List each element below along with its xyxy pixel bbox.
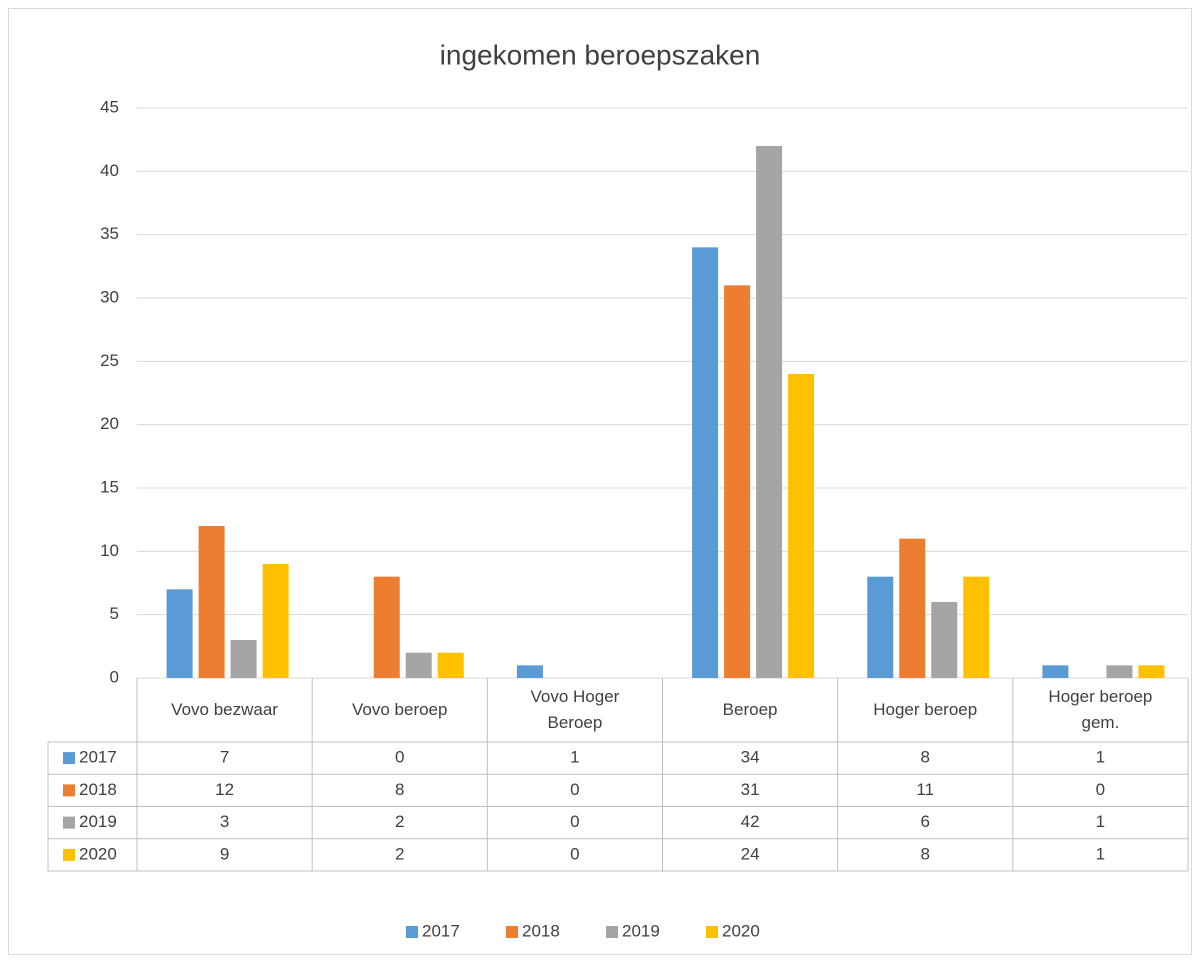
- y-tick-label: 5: [110, 604, 119, 623]
- table-legend-key: [63, 848, 75, 861]
- table-legend-key: [63, 752, 75, 765]
- table-cell: 2: [395, 844, 404, 863]
- y-tick-label: 0: [110, 667, 119, 686]
- y-tick-label: 40: [100, 161, 119, 180]
- bar: [405, 652, 432, 678]
- table-cell: 2: [395, 812, 404, 831]
- legend-key: [506, 926, 518, 938]
- table-cell: 24: [741, 844, 760, 863]
- bar: [437, 652, 464, 678]
- table-cell: 1: [570, 748, 579, 767]
- y-tick-label: 15: [100, 477, 119, 496]
- table-cell: 0: [570, 812, 579, 831]
- bar: [724, 285, 751, 678]
- y-tick-label: 45: [100, 97, 119, 116]
- table-cell: 0: [570, 844, 579, 863]
- legend-label: 2020: [722, 921, 760, 940]
- table-cell: 0: [570, 780, 579, 799]
- chart-title: ingekomen beroepszaken: [440, 39, 761, 70]
- table-legend-key: [63, 816, 75, 829]
- bar: [516, 665, 543, 678]
- x-tick-label: Vovo bezwaar: [171, 700, 278, 719]
- table-cell: 9: [220, 844, 229, 863]
- legend-label: 2019: [622, 921, 660, 940]
- table-cell: 12: [215, 780, 234, 799]
- bar: [1106, 665, 1133, 678]
- table-row-label: 2020: [79, 844, 117, 863]
- bar: [963, 576, 990, 678]
- x-tick-label-box: Hoger beroep gem.: [1048, 687, 1153, 732]
- y-tick-label: 10: [100, 541, 119, 560]
- table-cell: 8: [921, 748, 930, 767]
- x-tick-label-box: Hoger beroep: [873, 700, 978, 719]
- x-tick-label-box: Vovo bezwaar: [171, 700, 278, 719]
- x-tick-label: Hoger beroep: [873, 700, 978, 719]
- bar: [867, 576, 894, 678]
- x-tick-label: Vovo beroep: [352, 700, 448, 719]
- bar: [373, 576, 400, 678]
- table-row-label: 2019: [79, 812, 117, 831]
- table-row-label: 2018: [79, 780, 117, 799]
- y-tick-label: 20: [100, 414, 119, 433]
- x-tick-label-box: Vovo beroep: [352, 700, 448, 719]
- x-tick-label: Beroep: [722, 700, 778, 719]
- bar: [1138, 665, 1165, 678]
- legend-key: [706, 926, 718, 938]
- table-cell: 1: [1096, 812, 1105, 831]
- table-legend-key: [63, 784, 75, 797]
- legend-key: [606, 926, 618, 938]
- bar: [899, 538, 926, 678]
- table-cell: 1: [1096, 748, 1105, 767]
- bar: [198, 526, 225, 678]
- table-cell: 3: [220, 812, 229, 831]
- legend-label: 2018: [522, 921, 560, 940]
- y-tick-label: 30: [100, 287, 119, 306]
- x-tick-label-box: Vovo Hoger Beroep: [530, 687, 620, 732]
- table-row-label: 2017: [79, 748, 117, 767]
- table-cell: 11: [916, 780, 934, 799]
- bar: [230, 640, 257, 678]
- table-cell: 6: [921, 812, 930, 831]
- bar: [166, 589, 193, 678]
- table-cell: 1: [1096, 844, 1105, 863]
- table-cell: 0: [395, 748, 404, 767]
- x-tick-label: Hoger beroep gem.: [1048, 687, 1153, 732]
- chart-border: [8, 8, 1192, 955]
- bar: [756, 146, 783, 678]
- table-cell: 34: [741, 748, 760, 767]
- y-tick-label: 35: [100, 224, 119, 243]
- table-cell: 8: [395, 780, 404, 799]
- table-cell: 0: [1096, 780, 1105, 799]
- y-tick-label: 25: [100, 351, 119, 370]
- x-tick-label: Vovo Hoger Beroep: [530, 687, 620, 732]
- legend-key: [406, 926, 418, 938]
- bar: [262, 564, 289, 678]
- table-cell: 8: [921, 844, 930, 863]
- table-cell: 31: [741, 780, 760, 799]
- bar: [1042, 665, 1069, 678]
- legend-label: 2017: [422, 921, 460, 940]
- x-tick-label-box: Beroep: [722, 700, 778, 719]
- table-cell: 42: [741, 812, 760, 831]
- bar: [788, 374, 815, 678]
- bar: [931, 602, 958, 678]
- bar: [692, 247, 719, 679]
- table-cell: 7: [220, 748, 229, 767]
